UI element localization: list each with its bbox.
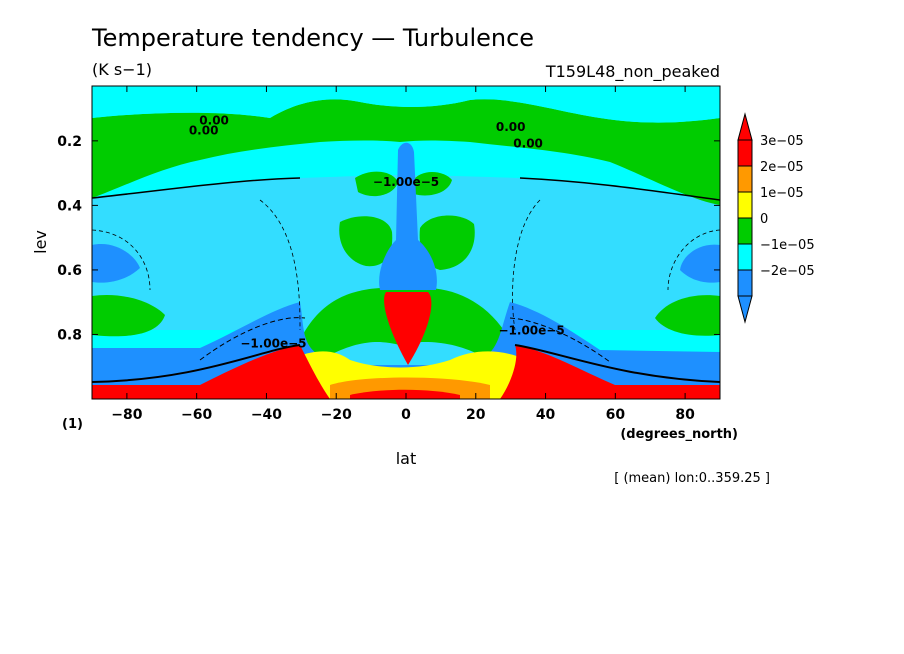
region-green-blob-2 (412, 172, 452, 196)
y-tick-label: 0.2 (57, 134, 82, 150)
colorbar-label: 3e−05 (760, 134, 804, 149)
colorbar: 3e−05 2e−05 1e−05 0 −1e−05 −2e−05 (737, 112, 815, 324)
region-red-surface-left (92, 385, 200, 399)
colorbar-label: 2e−05 (760, 160, 804, 175)
contour-dashed-4 (667, 229, 720, 291)
region-green-left (92, 294, 165, 337)
y-tick-label: 0.4 (57, 198, 82, 214)
y-axis-label: lev (31, 230, 50, 254)
contour-dashed-2 (512, 199, 541, 331)
y-axis-units: (1) (62, 417, 83, 432)
colorbar-swatch (737, 269, 753, 297)
colorbar-bottom-extension (737, 295, 753, 324)
x-tick-label: −60 (181, 407, 212, 423)
x-tick-label: −40 (251, 407, 282, 423)
x-tick-label: 60 (606, 407, 626, 423)
colorbar-label: 0 (760, 212, 768, 227)
experiment-label: T159L48_non_peaked (545, 62, 720, 82)
colorbar-swatch (737, 165, 753, 193)
region-blue-central-column (379, 142, 437, 290)
colorbar-swatch (737, 243, 753, 271)
x-tick-label: 0 (401, 407, 411, 423)
colorbar-swatch (737, 217, 753, 245)
colorbar-label: −2e−05 (760, 264, 815, 279)
region-blue-left-mid (92, 244, 140, 283)
colorbar-swatch (737, 191, 753, 219)
region-green-blob-1 (355, 171, 398, 197)
contour-dashed-6 (509, 317, 611, 363)
y-tick-label: 0.6 (57, 263, 82, 279)
contour-labels: 0.000.00 0.000.00−1.00e−5−1.00e−5−1.00e−5 (189, 114, 565, 351)
contour-surface-right (514, 344, 720, 383)
contour-label: 0.00 (199, 114, 229, 128)
x-tick-label: −20 (321, 407, 352, 423)
region-red-central (384, 292, 432, 365)
x-axis-label: lat (396, 449, 417, 468)
x-tick-label: 80 (675, 407, 695, 423)
y-tick-label: 0.8 (57, 327, 82, 343)
colorbar-top-extension (737, 112, 753, 141)
region-red-equator-surface (350, 389, 460, 399)
region-red-south (200, 345, 330, 399)
colorbar-swatch (737, 139, 753, 167)
contour-surface-left (92, 344, 301, 383)
contour-zero-right (519, 177, 720, 201)
chart-units: (K s−1) (92, 60, 152, 79)
contour-label: −1.00e−5 (373, 175, 439, 189)
colorbar-label: −1e−05 (760, 238, 815, 253)
contour-dashed-5 (199, 317, 306, 361)
x-axis: −80 −60 −40 −20 0 20 40 60 80 (111, 86, 695, 423)
footnote: [ (mean) lon:0..359.25 ] (614, 471, 770, 486)
chart-title: Temperature tendency — Turbulence (91, 24, 534, 52)
contour-label: −1.00e−5 (498, 323, 564, 337)
region-red-surface-right (615, 385, 720, 399)
contour-label: 0.00 (513, 136, 543, 150)
colorbar-label: 1e−05 (760, 186, 804, 201)
contour-label: −1.00e−5 (240, 336, 306, 350)
contour-label: 0.00 (496, 120, 526, 134)
contour-label: 0.00 (189, 123, 219, 137)
region-blue-right-mid (680, 244, 720, 283)
region-green-blob-4 (419, 215, 475, 270)
x-tick-label: −80 (111, 407, 142, 423)
x-tick-label: 20 (466, 407, 486, 423)
y-axis: 0.2 0.4 0.6 0.8 (57, 134, 720, 343)
region-cyan-top (92, 86, 720, 123)
region-red-north (500, 345, 615, 399)
contour-zero-left (92, 177, 301, 199)
region-green-right (655, 295, 720, 336)
contour-field (92, 86, 720, 399)
x-tick-label: 40 (536, 407, 556, 423)
x-axis-units: (degrees_north) (620, 427, 738, 442)
region-green-blob-3 (339, 216, 393, 267)
contour-dashed-1 (259, 199, 301, 331)
region-green-upper (92, 99, 720, 205)
